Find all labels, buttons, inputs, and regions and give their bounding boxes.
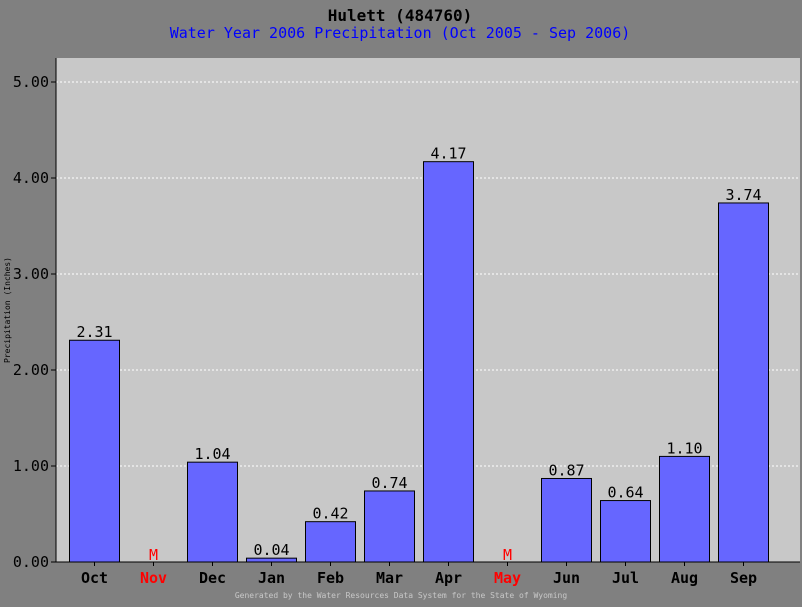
value-label-feb: 0.42 — [312, 505, 348, 523]
x-tick-label-apr: Apr — [435, 569, 462, 587]
y-tick-label: 2.00 — [13, 361, 49, 379]
bar-oct — [69, 339, 120, 563]
x-tick-label-dec: Dec — [199, 569, 226, 587]
value-labels: 2.31 M 1.04 0.04 0.42 0.74 4.17 M 0.87 0.64 1.10 3.… — [76, 145, 761, 564]
bar-jun — [541, 477, 592, 563]
x-tick-label-may: May — [494, 569, 521, 587]
bar-mar — [364, 490, 415, 563]
x-tick-label-jul: Jul — [612, 569, 639, 587]
bar-jul — [600, 500, 651, 563]
value-label-jan: 0.04 — [253, 541, 289, 559]
x-tick-label-jan: Jan — [258, 569, 285, 587]
y-tick-label: 5.00 — [13, 73, 49, 91]
x-tick-label-jun: Jun — [553, 569, 580, 587]
value-label-apr: 4.17 — [430, 145, 466, 163]
x-tick-label-nov: Nov — [140, 569, 167, 587]
y-axis-label: Precipitation (Inches) — [3, 257, 12, 363]
value-label-jun: 0.87 — [548, 461, 584, 479]
bar-feb — [305, 521, 356, 563]
y-tick-label: 3.00 — [13, 265, 49, 283]
value-label-sep: 3.74 — [725, 186, 761, 204]
bar-apr — [423, 161, 474, 563]
y-tick-label: 1.00 — [13, 457, 49, 475]
x-axis-ticks: Oct Nov Dec Jan Feb Mar Apr May Jun Jul Aug Sep — [81, 562, 757, 587]
value-label-dec: 1.04 — [194, 445, 230, 463]
value-label-nov: M — [149, 546, 158, 564]
bar-dec — [187, 461, 238, 563]
bars — [69, 161, 769, 563]
value-label-jul: 0.64 — [607, 484, 643, 502]
chart-title: Hulett (484760) — [328, 6, 473, 25]
value-label-aug: 1.10 — [666, 439, 702, 457]
value-label-oct: 2.31 — [76, 323, 112, 341]
footer-credit: Generated by the Water Resources Data Sy… — [235, 591, 568, 600]
y-tick-label: 4.00 — [13, 169, 49, 187]
bar-aug — [659, 455, 710, 563]
value-label-may: M — [503, 546, 512, 564]
y-axis-ticks: 0.00 1.00 2.00 3.00 4.00 5.00 — [13, 73, 56, 571]
x-tick-label-mar: Mar — [376, 569, 403, 587]
x-tick-label-aug: Aug — [671, 569, 698, 587]
x-tick-label-sep: Sep — [730, 569, 757, 587]
chart-subtitle: Water Year 2006 Precipitation (Oct 2005 … — [170, 24, 631, 42]
x-tick-label-feb: Feb — [317, 569, 344, 587]
y-tick-label: 0.00 — [13, 553, 49, 571]
bar-sep — [718, 202, 769, 563]
x-tick-label-oct: Oct — [81, 569, 108, 587]
value-label-mar: 0.74 — [371, 474, 407, 492]
